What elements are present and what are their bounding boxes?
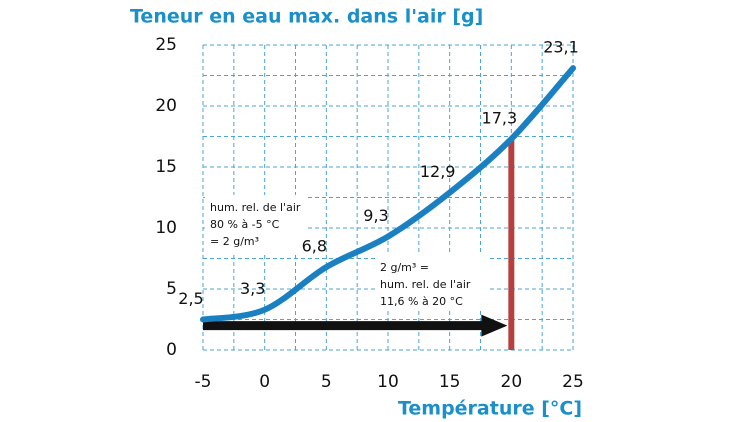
y-tick-label: 20 — [155, 96, 177, 116]
x-tick-label: 15 — [439, 372, 461, 392]
annotation-text: 11,6 % à 20 °C — [380, 295, 463, 308]
annotation-text: hum. rel. de l'air — [380, 278, 471, 291]
data-label: 6,8 — [302, 237, 327, 256]
annotation-text: 80 % à -5 °C — [210, 218, 280, 231]
x-tick-label: 20 — [501, 372, 523, 392]
x-tick-label: 0 — [259, 372, 270, 392]
x-tick-label: 10 — [377, 372, 399, 392]
data-label: 12,9 — [420, 162, 456, 181]
x-tick-label: 5 — [321, 372, 332, 392]
x-tick-label: -5 — [195, 372, 212, 392]
annotation-text: 2 g/m³ = — [380, 261, 429, 274]
arrow-head — [481, 314, 508, 337]
data-label: 23,1 — [543, 38, 579, 57]
data-label: 3,3 — [240, 279, 265, 298]
y-tick-label: 5 — [166, 279, 177, 299]
y-tick-label: 15 — [155, 157, 177, 177]
data-label: 9,3 — [363, 206, 388, 225]
annotation-box — [205, 195, 305, 255]
data-label: 17,3 — [482, 108, 518, 127]
y-tick-label: 0 — [166, 340, 177, 360]
annotation-text: hum. rel. de l'air — [210, 201, 301, 214]
annotation-text: = 2 g/m³ — [210, 235, 259, 248]
x-axis-label: Température [°C] — [398, 398, 582, 420]
y-tick-label: 25 — [155, 35, 177, 55]
x-tick-label: 25 — [562, 372, 584, 392]
line — [200, 65, 576, 323]
chart-title: Teneur en eau max. dans l'air [g] — [130, 6, 483, 28]
annotation-box — [375, 255, 487, 311]
y-tick-label: 10 — [155, 218, 177, 238]
data-label: 2,5 — [178, 289, 203, 308]
